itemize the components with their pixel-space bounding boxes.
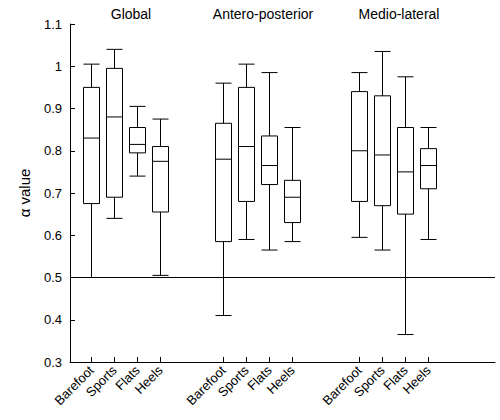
svg-text:0.9: 0.9 (44, 101, 62, 116)
svg-text:Barefoot: Barefoot (319, 362, 365, 408)
svg-text:1.1: 1.1 (44, 17, 62, 32)
svg-text:0.4: 0.4 (44, 312, 62, 327)
svg-text:0.5: 0.5 (44, 270, 62, 285)
svg-text:Medio-lateral: Medio-lateral (359, 6, 440, 22)
svg-text:Sports: Sports (350, 362, 388, 400)
svg-text:0.6: 0.6 (44, 228, 62, 243)
svg-text:Flats: Flats (244, 362, 275, 394)
svg-text:1: 1 (55, 59, 62, 74)
svg-text:Heels: Heels (264, 362, 298, 396)
svg-text:Heels: Heels (132, 362, 166, 396)
svg-text:Barefoot: Barefoot (51, 362, 97, 408)
svg-text:Barefoot: Barefoot (183, 362, 229, 408)
svg-text:Flats: Flats (112, 362, 143, 394)
svg-text:Antero-posterior: Antero-posterior (213, 6, 314, 22)
svg-text:0.7: 0.7 (44, 186, 62, 201)
svg-text:0.3: 0.3 (44, 355, 62, 370)
svg-text:Flats: Flats (380, 362, 411, 394)
svg-text:Sports: Sports (82, 362, 120, 400)
svg-text:Sports: Sports (214, 362, 252, 400)
svg-text:Heels: Heels (400, 362, 434, 396)
svg-text:0.8: 0.8 (44, 143, 62, 158)
svg-text:Global: Global (111, 6, 151, 22)
svg-text:α value: α value (16, 169, 33, 218)
